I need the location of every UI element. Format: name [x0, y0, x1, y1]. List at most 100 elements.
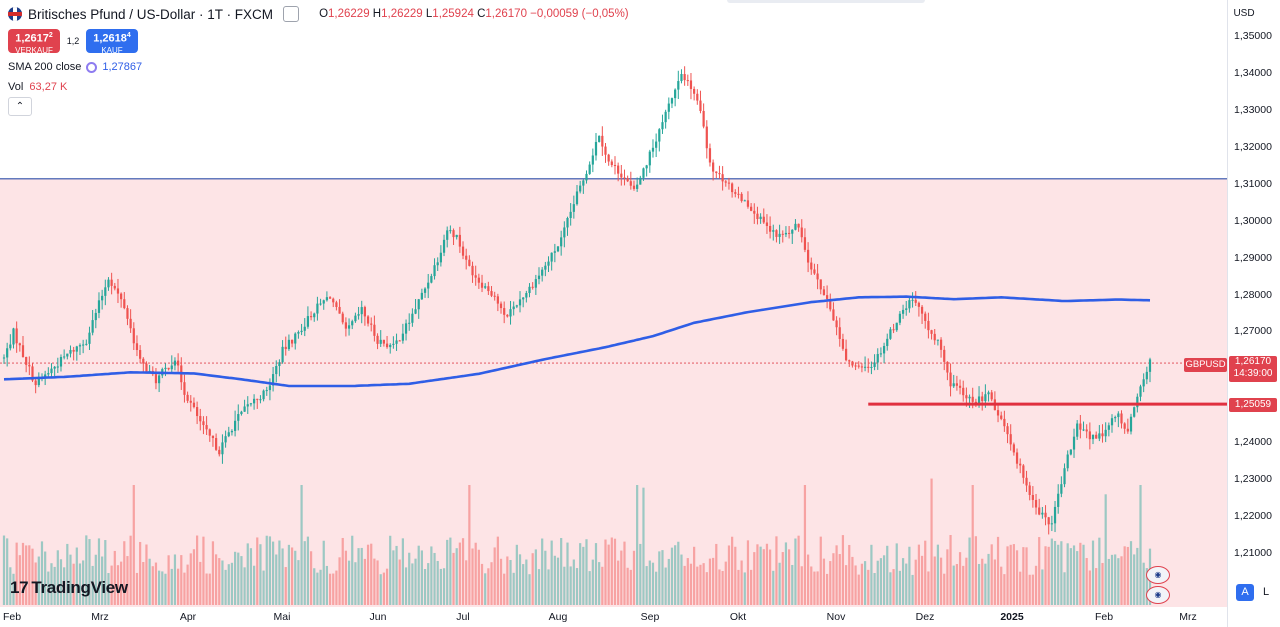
candle-body	[534, 279, 537, 288]
volume-bar	[259, 544, 262, 605]
candle-body	[53, 366, 56, 369]
candle-body	[370, 323, 373, 325]
volume-bar	[1069, 548, 1072, 605]
candle-body	[177, 360, 180, 366]
volume-bar	[996, 536, 1000, 605]
candle-body	[1079, 423, 1082, 430]
candle-body	[66, 353, 69, 357]
candle-body	[218, 449, 221, 455]
candle-body	[879, 353, 883, 355]
volume-bar	[515, 544, 518, 605]
volume-bar	[556, 557, 560, 605]
collapse-legend-button[interactable]: ⌃	[8, 97, 32, 116]
candle-body	[487, 286, 490, 292]
y-tick-label: 1,27000	[1234, 325, 1272, 338]
volume-bar	[984, 563, 987, 605]
volume-indicator-legend[interactable]: Vol 63,27 K	[8, 81, 67, 93]
candle-body	[417, 299, 420, 310]
candle-body	[791, 229, 794, 234]
ohlc-key: C	[477, 8, 486, 20]
volume-bar	[914, 559, 917, 605]
volume-bar	[433, 552, 436, 605]
volume-bar	[392, 550, 395, 605]
volume-bar	[1085, 558, 1088, 605]
volume-bar	[626, 567, 629, 605]
volume-bar	[281, 548, 284, 605]
volume-bar	[674, 545, 677, 605]
volume-bar	[512, 572, 515, 605]
volume-bar	[882, 555, 886, 605]
auto-scale-button[interactable]: A	[1236, 584, 1254, 601]
candle-body	[341, 313, 344, 323]
candle-body	[984, 394, 987, 402]
volume-bar	[446, 539, 449, 605]
candle-body	[268, 385, 272, 391]
candle-body	[1142, 379, 1145, 387]
candle-body	[895, 322, 898, 331]
sell-button[interactable]: 1,26172 VERKAUF	[8, 29, 60, 55]
volume-bar	[1006, 546, 1009, 605]
volume-bar	[1142, 562, 1145, 605]
candle-body	[537, 275, 541, 280]
price-chart[interactable]	[0, 0, 1227, 610]
event-flag-icon[interactable]: ◉	[1146, 586, 1170, 604]
candle-body	[1095, 434, 1098, 439]
volume-bar	[613, 538, 617, 605]
volume-bar	[75, 547, 78, 605]
candle-body	[920, 306, 924, 314]
volume-bar	[275, 554, 278, 605]
buy-button[interactable]: 1,26184 KAUF	[86, 29, 138, 55]
volume-bar	[886, 545, 889, 605]
volume-bar	[525, 559, 528, 605]
ohlc-readout: O1,26229 H1,26229 L1,25924 C1,26170 −0,0…	[319, 8, 629, 20]
candle-body	[756, 213, 759, 219]
candles	[2, 66, 1152, 535]
candle-body	[1050, 523, 1053, 525]
sma-indicator-legend[interactable]: SMA 200 close 1,27867	[8, 61, 142, 73]
volume-bar	[930, 478, 933, 605]
volume-bar	[715, 543, 718, 605]
volume-bar	[1003, 574, 1006, 605]
symbol-title[interactable]: Britisches Pfund / US-Dollar · 1T · FXCM	[28, 6, 274, 22]
volume-bar	[642, 487, 645, 605]
price-axis[interactable]	[1227, 0, 1280, 627]
volume-bar	[680, 554, 683, 605]
candle-body	[442, 239, 446, 253]
volume-bar	[449, 537, 452, 605]
candle-body	[778, 233, 781, 237]
y-tick-label: 1,23000	[1234, 473, 1272, 486]
volume-bar	[870, 544, 873, 605]
candle-body	[873, 362, 876, 367]
volume-bar	[300, 485, 303, 605]
candle-body	[702, 110, 705, 127]
tradingview-logo[interactable]: 17 TradingView	[10, 578, 128, 598]
buy-price: 1,2618	[93, 32, 127, 45]
volume-bar	[246, 543, 249, 605]
candle-body	[366, 316, 370, 324]
candle-body	[886, 338, 889, 347]
currency-selector[interactable]: USD	[1233, 8, 1255, 19]
log-scale-button[interactable]: L	[1262, 586, 1270, 598]
x-tick-label: Okt	[729, 611, 747, 623]
event-flag-icon[interactable]: ◉	[1146, 566, 1170, 584]
candle-body	[338, 306, 341, 314]
candle-body	[129, 318, 132, 329]
volume-bar	[192, 549, 196, 605]
candle-body	[449, 230, 452, 232]
candle-body	[113, 285, 116, 289]
candle-body	[696, 93, 699, 101]
candle-body	[21, 345, 25, 357]
candle-body	[664, 111, 667, 123]
header-toggle-icon[interactable]	[283, 6, 300, 22]
volume-bar	[183, 572, 186, 605]
volume-bar	[1066, 543, 1069, 605]
candle-body	[1063, 468, 1066, 485]
volume-bar	[693, 546, 696, 605]
volume-bar	[920, 555, 924, 605]
top-drag-handle[interactable]	[727, 0, 925, 3]
candle-body	[797, 223, 800, 228]
candle-body	[461, 246, 465, 256]
candle-body	[784, 232, 788, 235]
volume-bar	[946, 549, 949, 605]
volume-bar	[724, 561, 727, 605]
